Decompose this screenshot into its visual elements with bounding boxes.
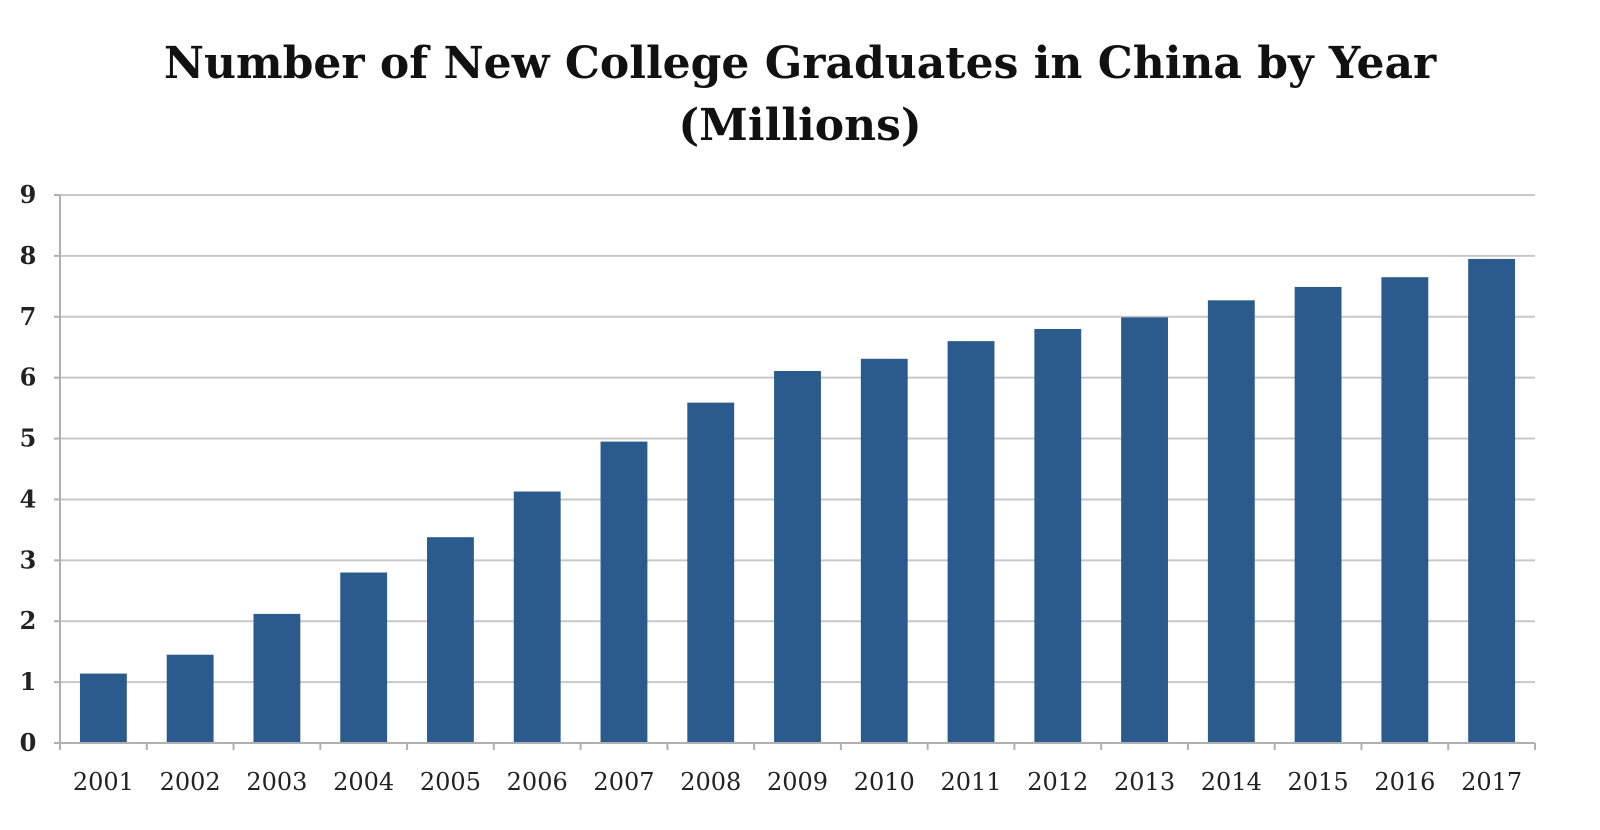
bar-2001 bbox=[79, 673, 127, 743]
bar-2014 bbox=[1207, 300, 1255, 743]
y-tick-label: 6 bbox=[20, 363, 37, 392]
x-tick-label: 2012 bbox=[1027, 768, 1088, 796]
x-tick-label: 2001 bbox=[73, 768, 134, 796]
y-axis-ticks: 0 1 2 3 4 5 6 7 8 9 bbox=[20, 180, 37, 757]
x-tick-label: 2013 bbox=[1114, 768, 1175, 796]
bar-2017 bbox=[1468, 258, 1516, 743]
x-tick-label: 2002 bbox=[160, 768, 221, 796]
x-tick-label: 2003 bbox=[246, 768, 307, 796]
y-tick-label: 8 bbox=[20, 241, 37, 270]
x-tick-label: 2008 bbox=[680, 768, 741, 796]
chart-subtitle: (Millions) bbox=[678, 100, 922, 151]
x-axis-ticks: 2001 2002 2003 2004 2005 2006 2007 2008 2009 2010… bbox=[73, 768, 1522, 796]
bar-2006 bbox=[513, 491, 561, 743]
x-tick-label: 2016 bbox=[1374, 768, 1435, 796]
x-tick-label: 2011 bbox=[940, 768, 1001, 796]
bar-2015 bbox=[1294, 286, 1342, 743]
y-tick-label: 2 bbox=[20, 606, 37, 635]
x-tick-label: 2009 bbox=[767, 768, 828, 796]
x-tick-label: 2006 bbox=[507, 768, 568, 796]
x-tick-label: 2004 bbox=[333, 768, 394, 796]
x-tick-label: 2017 bbox=[1461, 768, 1522, 796]
x-tick-label: 2007 bbox=[593, 768, 654, 796]
bar-2002 bbox=[166, 654, 214, 743]
x-tick-label: 2014 bbox=[1201, 768, 1262, 796]
x-tick-label: 2015 bbox=[1288, 768, 1349, 796]
bar-2011 bbox=[947, 341, 995, 743]
axes bbox=[54, 194, 1536, 750]
bar-2004 bbox=[340, 572, 388, 743]
y-tick-label: 1 bbox=[20, 667, 37, 696]
bar-2013 bbox=[1121, 317, 1168, 743]
y-tick-label: 3 bbox=[20, 545, 37, 574]
x-tick-label: 2010 bbox=[854, 768, 915, 796]
bars bbox=[79, 258, 1516, 743]
y-tick-label: 9 bbox=[20, 180, 37, 209]
bar-2012 bbox=[1034, 328, 1082, 743]
bar-2016 bbox=[1381, 277, 1429, 743]
chart-title: Number of New College Graduates in China… bbox=[163, 38, 1437, 89]
bar-2008 bbox=[687, 402, 735, 743]
y-tick-label: 0 bbox=[20, 728, 37, 757]
x-tick-label: 2005 bbox=[420, 768, 481, 796]
bar-2010 bbox=[860, 358, 908, 743]
bar-2003 bbox=[253, 613, 301, 743]
bar-2007 bbox=[600, 441, 648, 743]
bar-2005 bbox=[427, 537, 474, 743]
y-tick-label: 5 bbox=[20, 424, 37, 453]
bar-2009 bbox=[774, 370, 821, 743]
y-tick-label: 4 bbox=[20, 484, 37, 513]
y-tick-label: 7 bbox=[20, 302, 37, 331]
